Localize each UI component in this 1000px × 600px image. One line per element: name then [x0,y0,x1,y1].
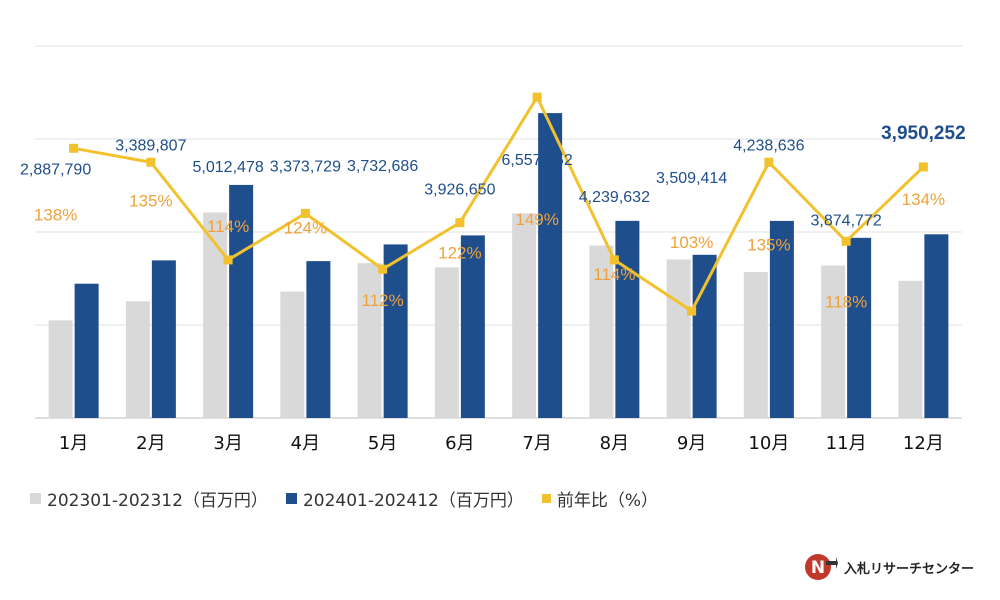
bar-2023-12 [898,280,923,418]
value-label-5: 3,732,686 [347,158,418,175]
legend-item-ratio[interactable]: 前年比（%） [541,486,659,511]
ratio-label-3: 114% [207,217,249,236]
x-tick-label: 10月 [748,433,789,454]
value-label-11: 3,874,772 [811,212,882,229]
ratio-label-9: 103% [670,233,713,252]
value-label-9: 3,509,414 [656,170,727,187]
bar-2023-11 [821,265,846,418]
ratio-marker-12 [918,162,928,172]
ratio-label-1: 138% [34,205,77,224]
ratio-line [73,95,925,313]
svg-text:N: N [811,558,825,578]
bar-2024-5 [383,244,408,418]
x-tick-label: 8月 [600,433,629,454]
ratio-label-11: 118% [825,292,867,311]
ratio-marker-4 [300,208,310,218]
bar-2024-4 [306,261,331,418]
x-tick-label: 6月 [445,433,474,454]
ratio-label-2: 135% [129,191,172,210]
brand: N 入札リサーチセンター [804,552,974,582]
legend-item-2024[interactable]: 202401-202412（百万円） [285,486,524,511]
bar-2023-8 [589,245,614,418]
bar-2024-10 [769,220,794,418]
legend-item-2023[interactable]: 202301-202312（百万円） [30,486,268,511]
x-tick-label: 11月 [826,433,867,454]
bar-2024-6 [460,235,485,418]
value-label-7: 6,557,052 [502,152,573,169]
value-label-1: 2,887,790 [20,161,91,178]
bar-2023-7 [512,213,537,418]
bar-2023-3 [203,212,228,418]
ratio-marker-8 [609,255,619,265]
x-tick-label: 4月 [291,433,320,454]
value-label-6: 3,926,650 [424,182,495,199]
x-tick-label: 1月 [59,433,88,454]
ratio-marker-5 [378,264,388,274]
bar-2024-3 [229,184,254,418]
ratio-marker-10 [764,157,774,167]
ratio-label-4: 124% [284,218,327,237]
ratio-marker-3 [223,255,233,265]
x-tick-label: 12月 [903,433,944,454]
value-label-12: 3,950,252 [881,123,966,144]
bar-2024-2 [151,260,176,418]
bar-2024-11 [847,237,872,418]
bar-2024-1 [74,283,99,418]
chart: 1月 2月 3月 4月 5月 6月 7月 8月 9月 10月 11月 12月 2,887,790 138%… [20,45,966,454]
ratio-marker-2 [146,157,156,167]
legend-swatch-2023 [30,493,41,504]
bar-2024-9 [692,254,717,418]
legend-swatch-2024 [285,493,297,504]
ratio-label-7: 149% [515,210,558,229]
logo-n-arrow-icon: N [805,554,838,580]
value-label-4: 3,373,729 [270,158,341,175]
legend-label-ratio: 前年比（%） [556,491,659,511]
legend: 202301-202312（百万円） 202401-202412（百万円） 前年… [30,486,658,511]
bar-2024-7 [538,113,563,419]
x-tick-label: 2月 [136,433,165,454]
bar-2024-8 [615,220,640,418]
ratio-label-10: 135% [747,235,790,254]
legend-swatch-ratio [541,494,551,503]
value-label-10: 4,238,636 [733,137,804,154]
bar-2023-9 [666,259,691,418]
bar-2023-4 [280,291,305,418]
ratio-label-8: 114% [593,265,635,284]
x-tick-label: 3月 [213,433,242,454]
value-label-2: 3,389,807 [115,137,186,154]
ratio-marker-11 [841,236,851,246]
x-tick-label: 9月 [677,433,706,454]
ratio-label-6: 122% [438,244,481,263]
ratio-marker-6 [455,218,465,228]
x-tick-label: 5月 [368,433,397,454]
bar-2023-6 [434,267,459,418]
value-label-3: 5,012,478 [193,159,264,176]
ratio-marker-9 [687,306,697,316]
bar-2023-2 [125,301,150,418]
x-tick-label: 7月 [522,433,551,454]
ratio-marker-7 [532,92,542,102]
legend-label-2023: 202301-202312（百万円） [47,491,268,511]
value-label-8: 4,239,632 [579,189,650,206]
ratio-label-12: 134% [902,190,945,209]
bar-2024-12 [924,234,949,418]
legend-label-2024: 202401-202412（百万円） [302,491,524,511]
ratio-label-5: 112% [362,291,404,310]
bar-2023-5 [357,263,382,418]
brand-name: 入札リサーチセンター [844,561,975,577]
ratio-marker-1 [69,143,79,153]
bar-2023-10 [743,271,768,418]
bar-2023-1 [48,320,73,418]
